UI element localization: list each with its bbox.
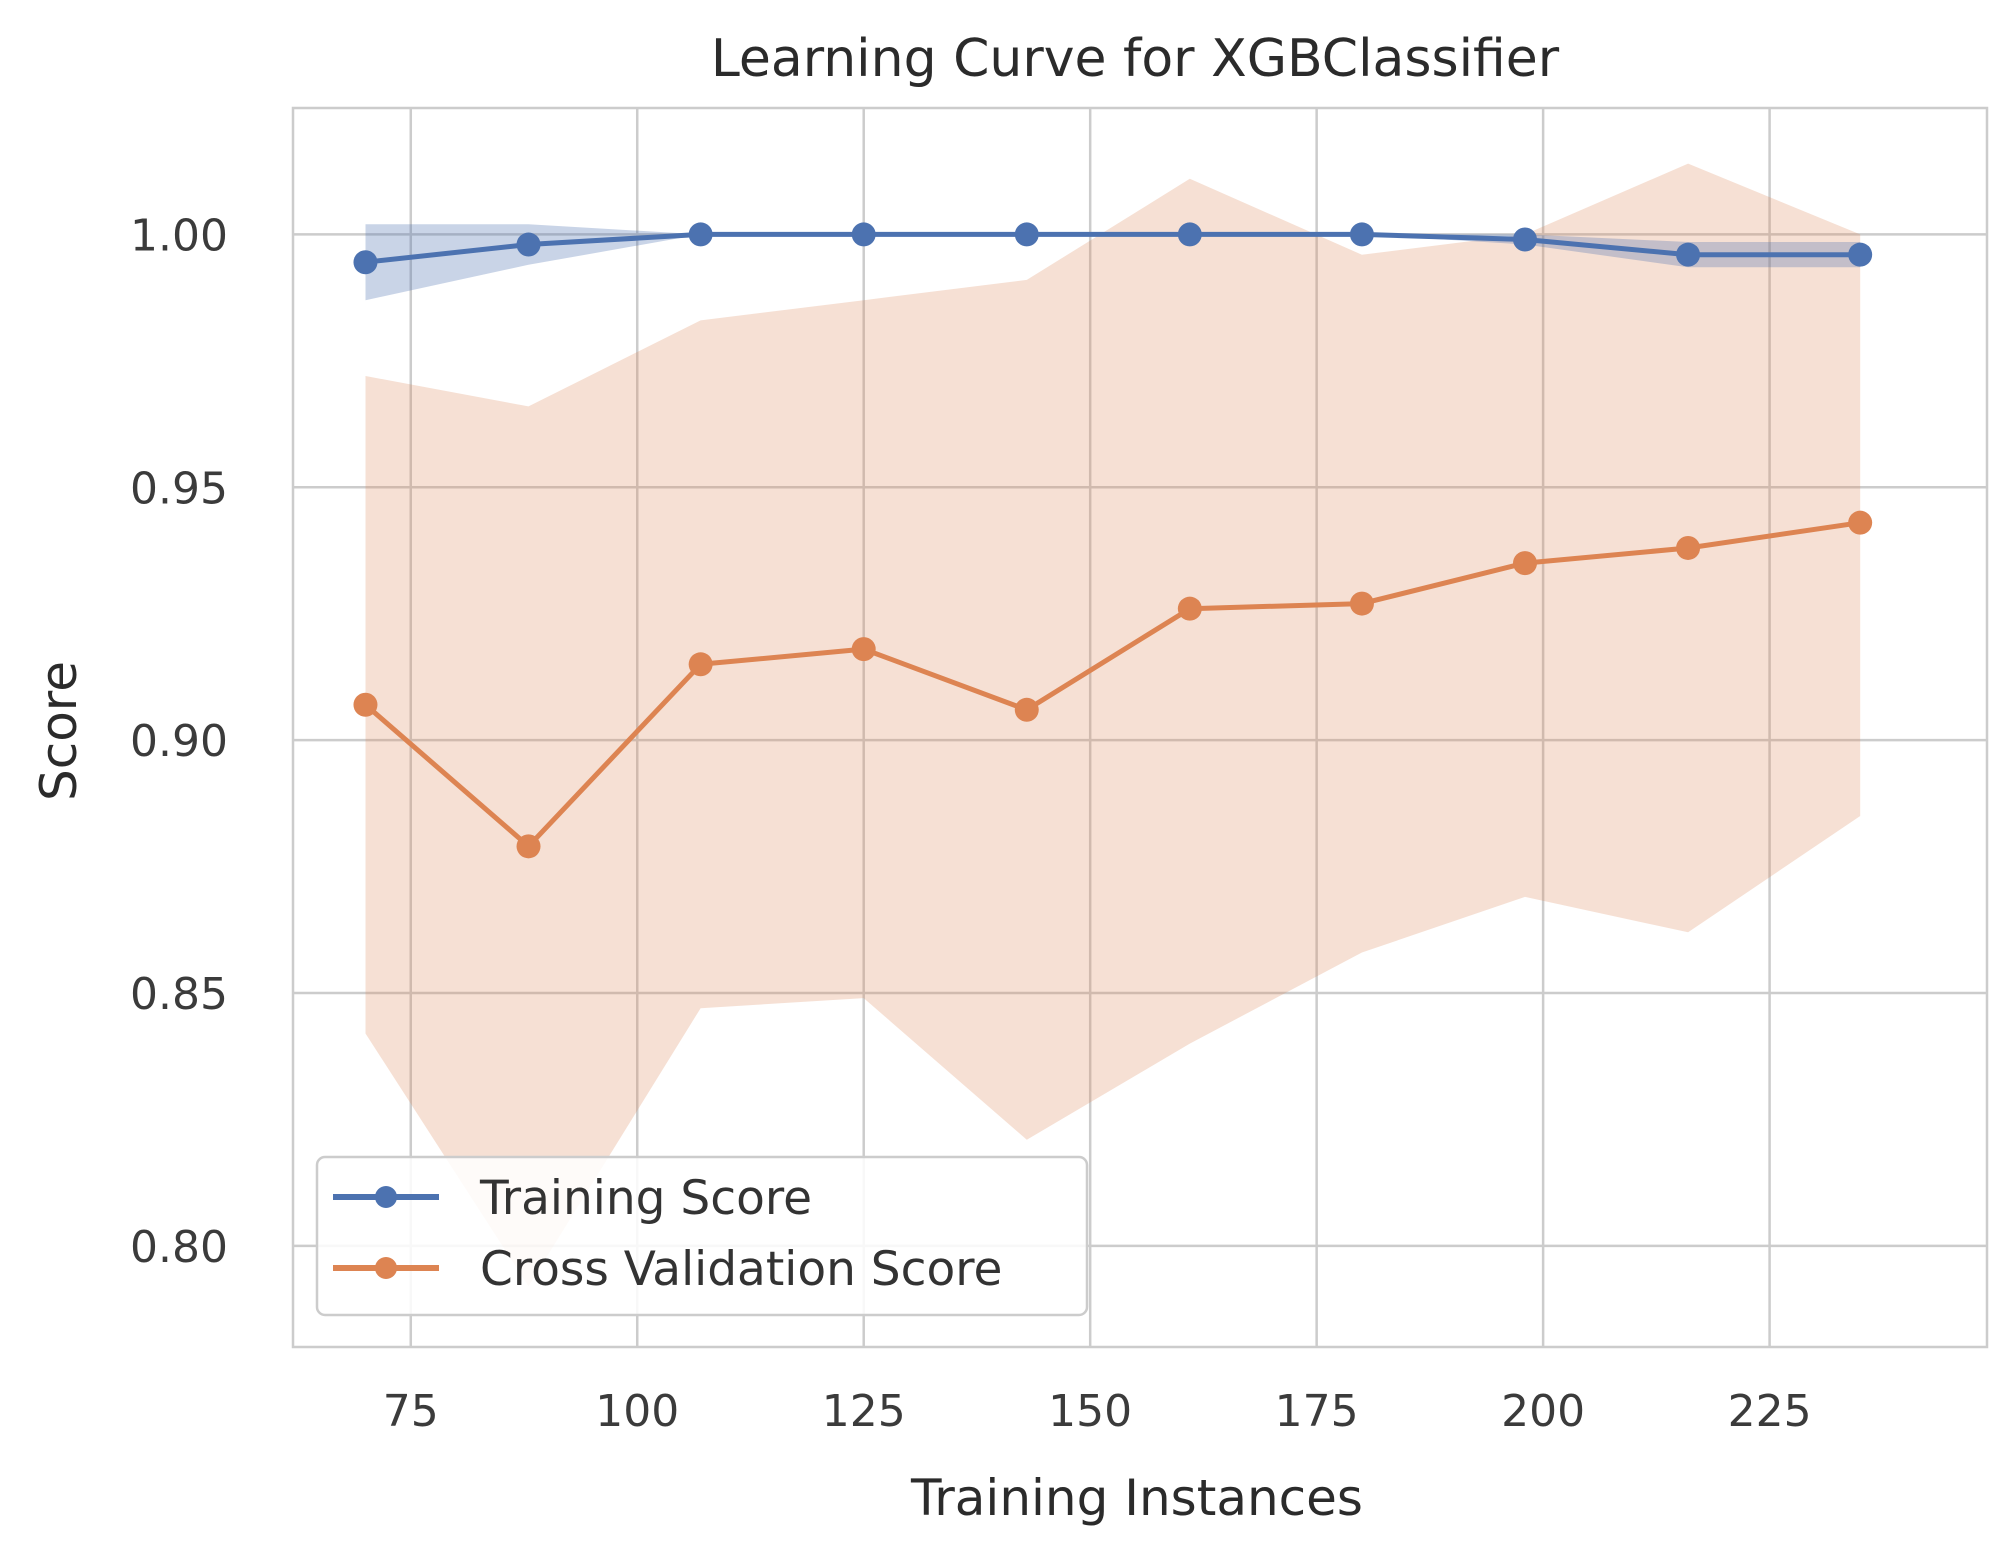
cross-validation-point xyxy=(1676,535,1701,560)
training-score-point xyxy=(851,222,876,247)
training-score-point xyxy=(1177,222,1202,247)
y-tick-label: 1.00 xyxy=(130,210,228,261)
legend-label-training: Training Score xyxy=(479,1171,812,1226)
cross-validation-point xyxy=(851,637,876,662)
cross-validation-band xyxy=(365,163,1861,1287)
cross-validation-point xyxy=(1513,551,1537,576)
legend-swatch-training-marker xyxy=(375,1186,397,1208)
y-tick-label: 0.90 xyxy=(130,716,228,767)
chart-title: Learning Curve for XGBClassifier xyxy=(711,29,1560,89)
x-tick-label: 75 xyxy=(383,1386,439,1437)
x-tick-label: 225 xyxy=(1728,1386,1812,1437)
y-axis-label: Score xyxy=(30,661,88,801)
legend: Training Score Cross Validation Score xyxy=(315,1155,1089,1317)
training-score-point xyxy=(516,232,541,257)
y-tick-label: 0.80 xyxy=(130,1222,228,1273)
training-score-point xyxy=(688,222,713,247)
cross-validation-point xyxy=(1014,697,1039,722)
tick-labels: 75 100 125 150 175 200 225 0.80 0.85 0.90 0.95 1.00 xyxy=(130,210,1812,1437)
training-score-band xyxy=(365,224,1861,301)
x-axis-label: Training Instances xyxy=(910,1469,1363,1527)
plot-frame xyxy=(291,106,1989,1349)
x-tick-label: 125 xyxy=(822,1386,906,1437)
cross-validation-line xyxy=(363,520,1861,849)
confidence-bands xyxy=(365,163,1861,1287)
x-tick-label: 200 xyxy=(1501,1386,1585,1437)
cross-validation-point xyxy=(353,692,378,717)
x-tick-label: 175 xyxy=(1275,1386,1359,1437)
y-tick-label: 0.95 xyxy=(130,463,228,514)
series-points xyxy=(353,222,1873,859)
legend-swatch-cv-marker xyxy=(375,1257,397,1279)
x-tick-label: 150 xyxy=(1048,1386,1132,1437)
cross-validation-point xyxy=(516,834,541,859)
training-score-point xyxy=(1349,222,1374,247)
series-lines xyxy=(363,231,1861,849)
training-score-point xyxy=(1848,242,1873,267)
training-score-point xyxy=(1513,227,1537,252)
x-tick-label: 100 xyxy=(595,1386,679,1437)
cross-validation-point xyxy=(1177,596,1202,621)
training-score-point xyxy=(1676,242,1701,267)
training-score-line xyxy=(365,231,1861,265)
legend-label-cross-validation: Cross Validation Score xyxy=(480,1242,1002,1297)
legend-box xyxy=(315,1155,1089,1317)
cross-validation-point xyxy=(1848,510,1873,535)
training-score-point xyxy=(1014,222,1039,247)
cross-validation-point xyxy=(688,652,713,677)
training-score-point xyxy=(353,250,378,275)
cross-validation-point xyxy=(1349,591,1374,616)
y-tick-label: 0.85 xyxy=(130,969,228,1020)
